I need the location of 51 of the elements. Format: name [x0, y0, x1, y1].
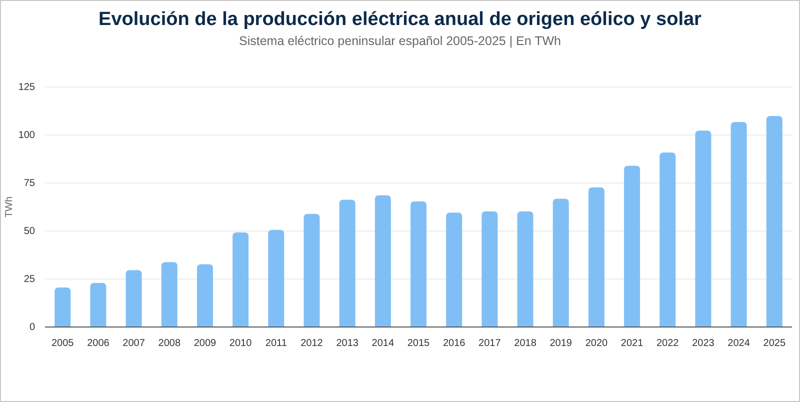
x-tick-label: 2013 — [336, 338, 359, 350]
y-tick-label: 50 — [24, 226, 36, 238]
bar — [695, 130, 712, 327]
bar — [730, 122, 747, 327]
y-tick-label: 75 — [24, 178, 36, 190]
y-tick-label: 0 — [29, 322, 36, 334]
x-tick-label: 2025 — [763, 338, 786, 350]
x-tick-label: 2021 — [620, 338, 644, 350]
bar — [446, 212, 462, 327]
x-tick-label: 2010 — [229, 338, 252, 350]
bar — [161, 262, 178, 327]
x-tick-label: 2009 — [194, 338, 217, 350]
bar — [304, 214, 320, 327]
y-tick-label: 125 — [18, 82, 36, 94]
y-tick-label: 100 — [18, 130, 36, 142]
bar — [339, 200, 356, 327]
chart-subtitle: Sistema eléctrico peninsular español 2005-2025 | En TWh — [239, 34, 562, 48]
x-tick-label: 2006 — [87, 338, 110, 350]
x-tick-label: 2024 — [728, 338, 750, 350]
bar — [126, 270, 142, 327]
y-axis-title: TWh — [4, 196, 15, 218]
x-tick-label: 2015 — [407, 338, 430, 350]
bar — [232, 232, 249, 327]
bar — [374, 195, 391, 327]
x-tick-label: 2018 — [514, 338, 537, 350]
bar — [660, 152, 676, 327]
x-tick-label: 2008 — [158, 338, 181, 350]
bar — [268, 230, 284, 327]
x-tick-label: 2011 — [265, 338, 288, 350]
bar — [410, 201, 427, 327]
x-tick-label: 2020 — [585, 338, 608, 350]
bar — [624, 166, 640, 327]
x-tick-label: 2022 — [656, 338, 680, 350]
x-tick-label: 2007 — [122, 338, 146, 350]
y-tick-label: 25 — [24, 274, 36, 286]
x-tick-label: 2023 — [692, 338, 715, 350]
x-tick-label: 2014 — [372, 338, 394, 350]
x-tick-label: 2016 — [442, 338, 466, 350]
bar — [482, 211, 498, 327]
bar — [517, 211, 534, 327]
bar — [196, 264, 213, 327]
bar — [766, 116, 782, 327]
bar — [552, 198, 569, 327]
bar — [54, 287, 71, 327]
bar — [588, 187, 604, 327]
chart-title: Evolución de la producción eléctrica anual de origen eólico y solar — [98, 9, 702, 30]
x-tick-label: 2019 — [550, 338, 572, 350]
x-tick-label: 2012 — [300, 338, 324, 350]
x-tick-label: 2017 — [478, 338, 502, 350]
x-tick-label: 2005 — [51, 338, 74, 350]
bar — [90, 282, 106, 327]
